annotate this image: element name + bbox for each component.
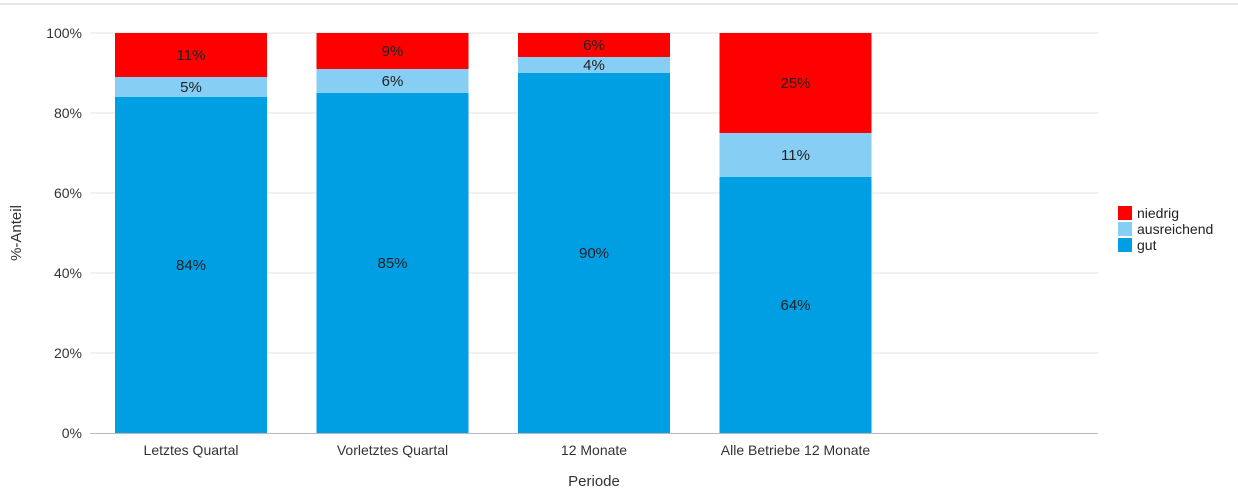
x-tick-label: 12 Monate [561, 442, 627, 458]
bar-segment-gut [115, 97, 267, 433]
legend-label: ausreichend [1137, 221, 1213, 237]
bar-segment-gut [719, 177, 872, 433]
x-tick-label: Vorletztes Quartal [337, 442, 448, 458]
data-label: 6% [583, 37, 605, 54]
bar-segment-niedrig [518, 33, 670, 57]
y-tick-label: 100% [46, 25, 82, 41]
bar-segment-niedrig [115, 33, 267, 77]
data-label: 9% [382, 43, 404, 60]
data-label: 90% [579, 245, 609, 262]
legend-label: niedrig [1137, 205, 1179, 221]
y-tick-label: 0% [62, 425, 82, 441]
bar-segment-ausreichend [115, 77, 267, 97]
data-label: 6% [382, 73, 404, 90]
x-tick-label: Letztes Quartal [144, 442, 239, 458]
y-tick-label: 40% [54, 265, 82, 281]
legend-swatch [1118, 222, 1132, 236]
bar-segment-gut [316, 93, 469, 433]
bar-segment-ausreichend [719, 133, 872, 177]
x-axis-title: Periode [568, 473, 620, 490]
data-label: 11% [781, 147, 810, 164]
data-label: 25% [780, 75, 810, 92]
top-divider [0, 3, 1238, 5]
bars: 84% 5% 11% 85% 6% 9% 90% 4% 6% 64% 11% 25% [115, 33, 872, 433]
x-tick-labels: Letztes Quartal Vorletztes Quartal 12 Mona… [144, 442, 871, 458]
bar-segment-ausreichend [316, 69, 469, 93]
bar-segment-niedrig [719, 33, 872, 133]
data-label: 11% [177, 47, 206, 64]
y-tick-labels: 0% 20% 40% 60% 80% 100% [46, 25, 82, 441]
y-tick-label: 60% [54, 185, 82, 201]
legend-label: gut [1137, 237, 1157, 253]
x-tick-label: Alle Betriebe 12 Monate [721, 442, 871, 458]
data-label: 4% [583, 57, 605, 74]
legend-swatch [1118, 238, 1132, 252]
bar-segment-gut [518, 73, 670, 433]
legend-swatch [1118, 206, 1132, 220]
bar-segment-niedrig [316, 33, 469, 69]
data-label: 5% [180, 79, 202, 96]
y-axis-title: %-Anteil [8, 205, 25, 261]
bar-segment-ausreichend [518, 57, 670, 73]
data-label: 64% [780, 297, 810, 314]
y-tick-label: 20% [54, 345, 82, 361]
data-label: 84% [176, 257, 206, 274]
data-label: 85% [377, 255, 407, 272]
y-tick-label: 80% [54, 105, 82, 121]
